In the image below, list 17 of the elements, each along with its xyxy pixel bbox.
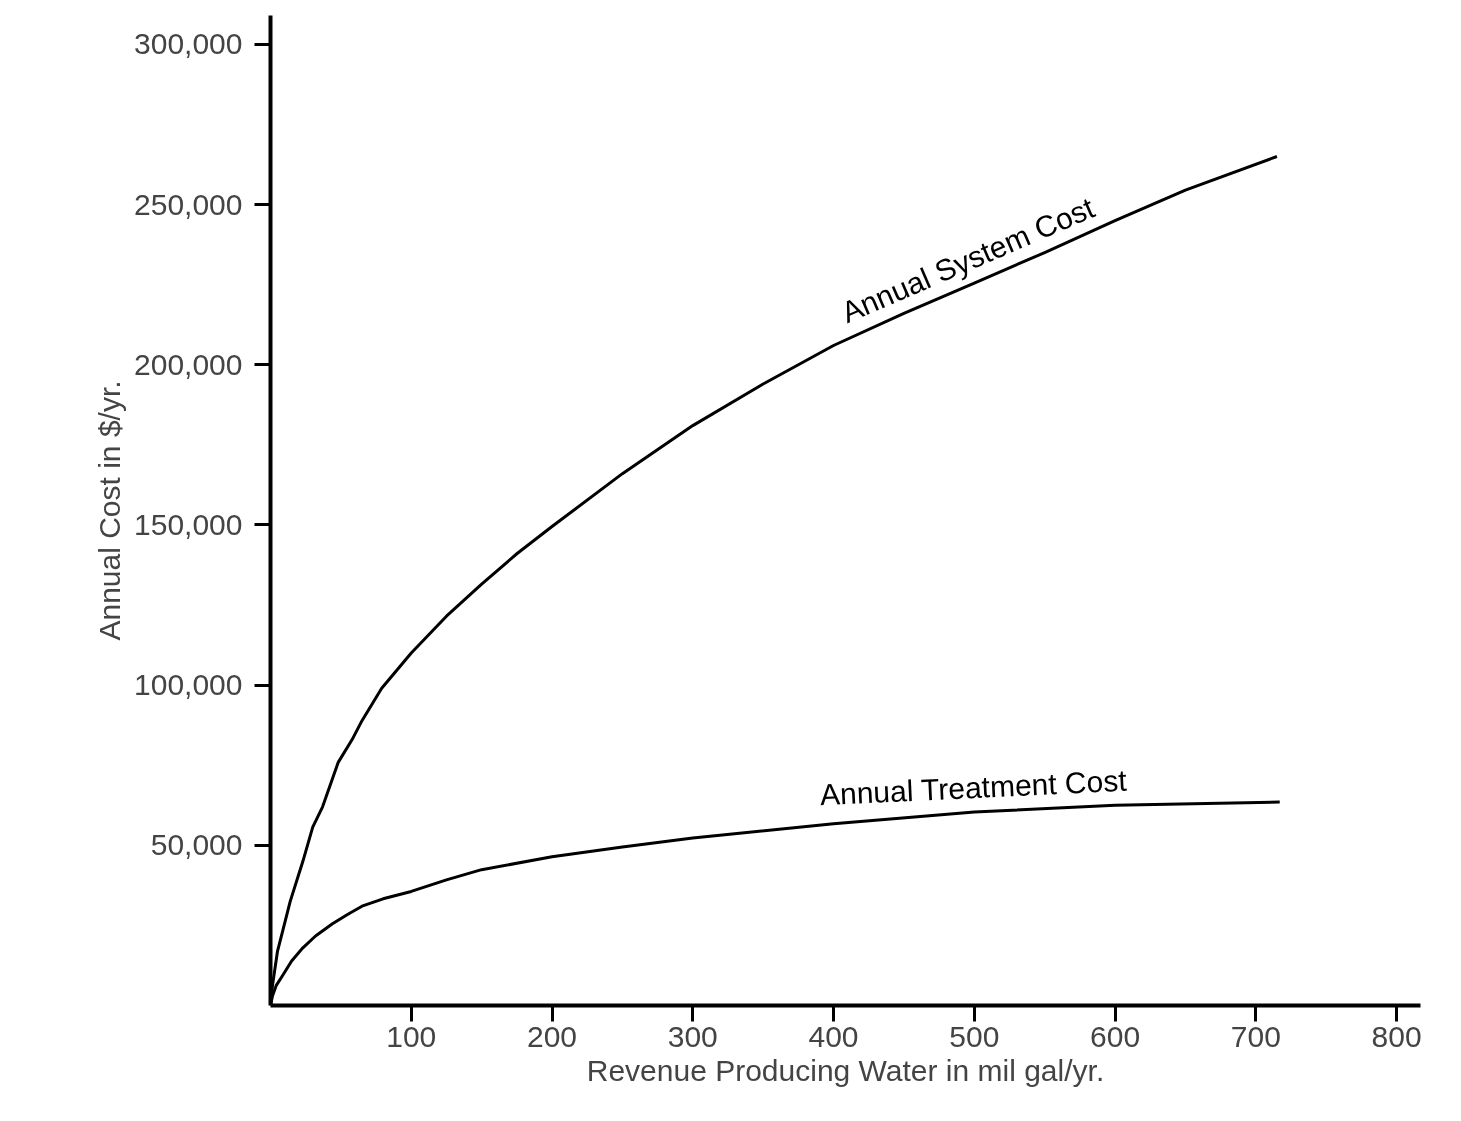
y-axis-title: Annual Cost in $/yr. <box>93 380 127 641</box>
y-tick-label: 100,000 <box>134 668 243 702</box>
x-tick-label: 400 <box>808 1019 859 1053</box>
y-tick-label: 250,000 <box>134 187 243 221</box>
y-tick-label: 50,000 <box>150 828 243 862</box>
x-tick-label: 200 <box>526 1019 578 1053</box>
y-tick-label: 150,000 <box>134 507 243 541</box>
y-tick-label: 300,000 <box>134 27 243 61</box>
x-tick-label: 100 <box>386 1019 437 1053</box>
x-tick-label: 500 <box>949 1019 1000 1053</box>
x-tick-label: 700 <box>1230 1019 1281 1053</box>
y-tick-label: 200,000 <box>134 347 243 381</box>
x-tick-label: 800 <box>1371 1019 1422 1053</box>
x-tick-label: 600 <box>1090 1019 1141 1053</box>
x-tick-label: 300 <box>667 1019 718 1053</box>
series-label: Annual Treatment Cost <box>819 763 1128 812</box>
x-axis-title: Revenue Producing Water in mil gal/yr. <box>586 1053 1105 1087</box>
